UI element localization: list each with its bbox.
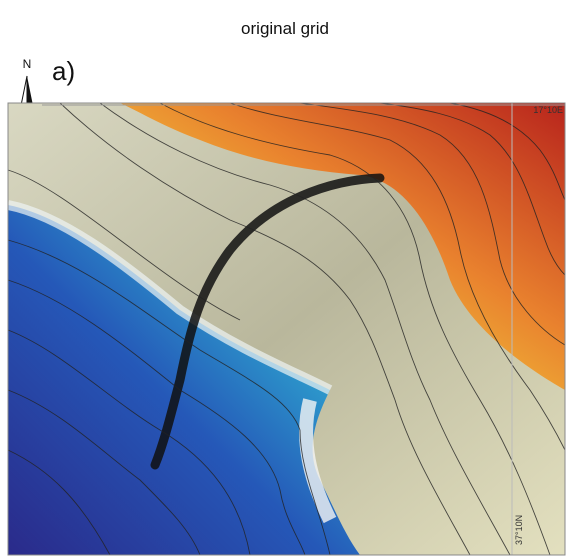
longitude-label: 17°10E (533, 105, 563, 115)
latitude-label: 37°10N (514, 515, 524, 545)
map: 17°10E 37°10N (7, 102, 566, 556)
panel-label: a) (52, 56, 75, 86)
figure-title: original grid (241, 19, 329, 38)
contours (7, 102, 566, 556)
north-label: N (23, 57, 32, 71)
